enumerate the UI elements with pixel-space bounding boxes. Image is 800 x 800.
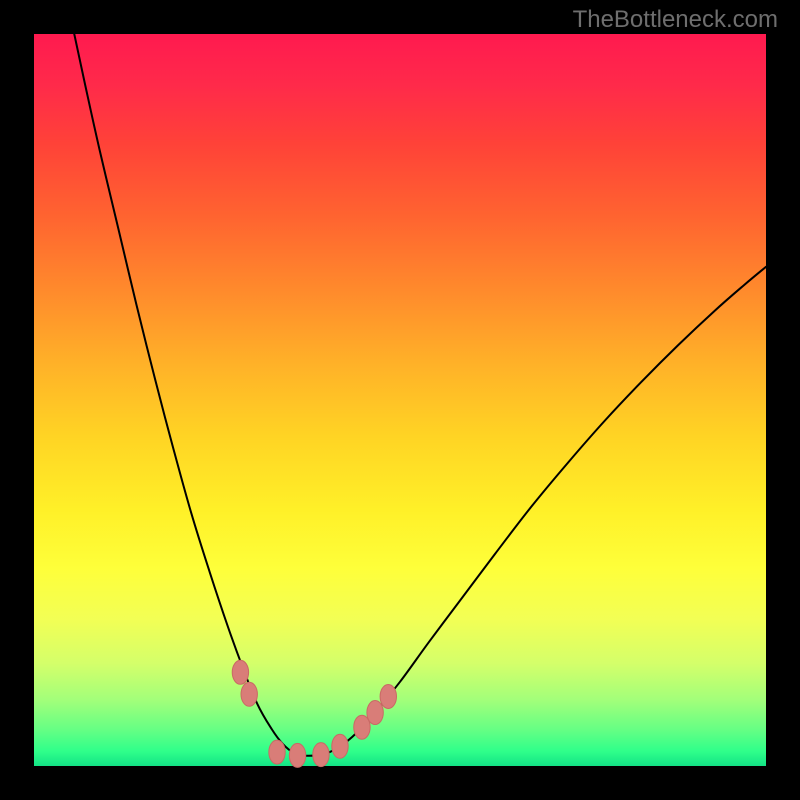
chart-stage: TheBottleneck.com [0,0,800,800]
marker-4 [313,743,329,767]
markers-group [232,660,396,767]
curve-right [305,267,766,756]
curve-left [74,34,305,756]
chart-overlay [0,0,800,800]
marker-5 [332,734,348,758]
marker-1 [241,682,257,706]
marker-7 [367,701,383,725]
marker-2 [269,740,285,764]
marker-8 [380,684,396,708]
watermark-text: TheBottleneck.com [573,6,778,34]
marker-0 [232,660,248,684]
curves-group [74,34,766,756]
marker-3 [289,743,305,767]
